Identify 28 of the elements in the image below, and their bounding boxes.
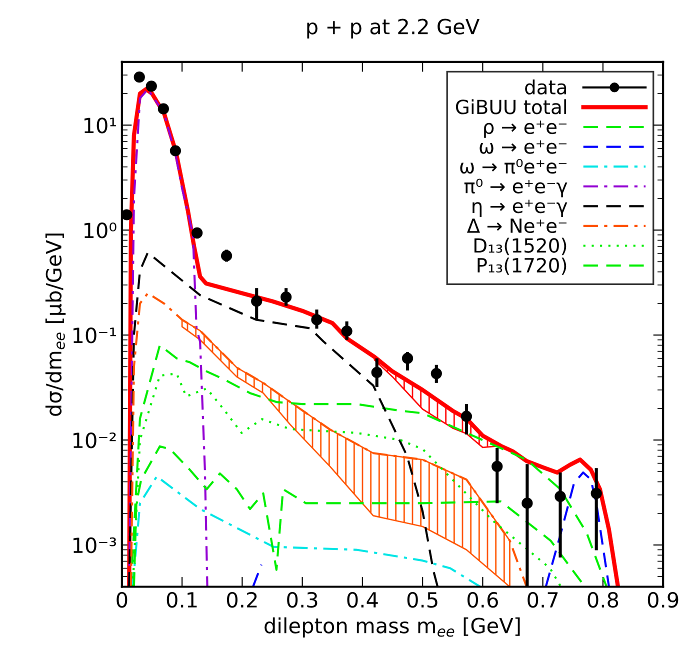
legend-label: data	[525, 79, 566, 94]
x-tick-label: 0.2	[226, 592, 257, 608]
legend-label: D₁₃(1520)	[474, 238, 566, 256]
x-tick-label: 0.9	[648, 592, 678, 608]
chart-title: p + p at 2.2 GeV	[307, 18, 480, 38]
x-axis-title: dilepton mass m$_{ee}$ [GeV]	[264, 617, 520, 638]
x-tick-label: 0.8	[588, 592, 618, 608]
y-tick-label: 10⁻³	[74, 537, 116, 554]
legend-label: ρ → e⁺e⁻	[484, 120, 566, 138]
legend-label: η → e⁺e⁻γ	[472, 200, 568, 217]
legend-label: ω → π⁰e⁺e⁻	[460, 158, 566, 174]
y-tick-label: 10⁻¹	[74, 328, 116, 344]
x-tick-label: 0.4	[347, 592, 378, 608]
y-tick-label: 10⁻²	[74, 432, 116, 448]
x-tick-label: 0.7	[528, 592, 558, 608]
legend-label: π⁰ → e⁺e⁻γ	[464, 178, 568, 198]
x-tick-label: 0.1	[166, 592, 197, 608]
x-tick-label: 0.6	[468, 592, 498, 608]
y-axis-title: dσ/dm$_{ee}$ [μb/GeV]	[45, 234, 66, 416]
x-tick-label: 0.3	[287, 592, 318, 608]
legend-label: ω → e⁺e⁻	[480, 140, 566, 154]
x-tick-label: 0	[116, 592, 128, 608]
legend-label: GiBUU total	[456, 99, 566, 114]
legend-label: Δ → Ne⁺e⁻	[467, 218, 566, 234]
x-tick-label: 0.5	[407, 592, 438, 608]
y-tick-label: 10⁰	[84, 222, 116, 238]
y-tick-label: 10¹	[84, 118, 116, 134]
legend-label: P₁₃(1720)	[478, 258, 566, 275]
